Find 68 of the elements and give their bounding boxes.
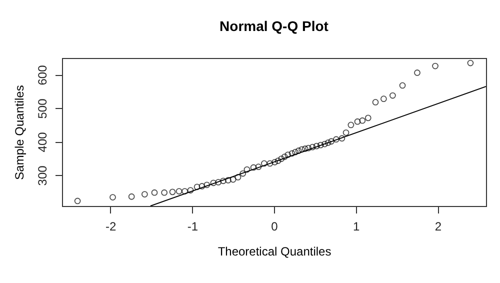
point (255, 164, 262, 170)
point (302, 146, 308, 152)
x-tick-label: -1 (187, 220, 198, 234)
point (390, 92, 396, 99)
point (194, 184, 200, 190)
point (342, 129, 350, 136)
y-tick-label: 300 (36, 165, 50, 186)
point (176, 188, 182, 194)
point (284, 152, 292, 158)
point (348, 122, 354, 128)
point (274, 158, 282, 164)
point (295, 148, 302, 154)
point (364, 114, 372, 122)
point (234, 174, 242, 180)
point (467, 60, 474, 66)
point (272, 158, 278, 166)
point (182, 188, 188, 194)
x-tick-label: 1 (353, 220, 360, 234)
point (260, 160, 268, 167)
point (281, 154, 288, 160)
point (322, 140, 328, 148)
point (333, 136, 340, 143)
point (266, 160, 274, 167)
point (240, 170, 246, 177)
chart-title: Normal Q-Q Plot (220, 18, 329, 34)
y-axis-title: Sample Quantiles (12, 85, 26, 180)
point (288, 150, 296, 157)
point (305, 144, 312, 152)
point (292, 148, 298, 156)
y-tick-label: 600 (36, 64, 50, 86)
point (220, 178, 226, 184)
point (141, 191, 148, 198)
point (432, 62, 438, 70)
point (328, 138, 334, 145)
point (317, 142, 324, 148)
point (324, 140, 332, 146)
point (354, 118, 361, 125)
point (298, 146, 306, 153)
point (128, 193, 135, 200)
x-tick-label: -2 (105, 220, 116, 234)
point (359, 117, 366, 124)
point (380, 96, 387, 102)
point (110, 194, 116, 200)
point (169, 188, 176, 196)
point (161, 189, 168, 196)
point (309, 144, 316, 150)
point (224, 177, 232, 184)
x-tick-label: 0 (271, 220, 278, 234)
point (372, 99, 379, 106)
x-tick-label: 2 (434, 220, 442, 234)
point (313, 142, 320, 150)
point (230, 176, 236, 183)
point (414, 70, 420, 76)
point (210, 180, 217, 186)
point (338, 135, 346, 142)
y-tick-label: 400 (36, 132, 50, 152)
point (74, 198, 81, 204)
point (151, 189, 158, 196)
point (278, 156, 285, 162)
point (187, 187, 194, 194)
point (250, 164, 257, 171)
point (198, 183, 206, 190)
x-axis-title: Theoretical Quantiles (218, 244, 332, 258)
point (399, 82, 406, 89)
y-tick-label: 500 (36, 98, 50, 119)
point (204, 182, 210, 188)
point (215, 179, 222, 186)
point (244, 166, 250, 173)
